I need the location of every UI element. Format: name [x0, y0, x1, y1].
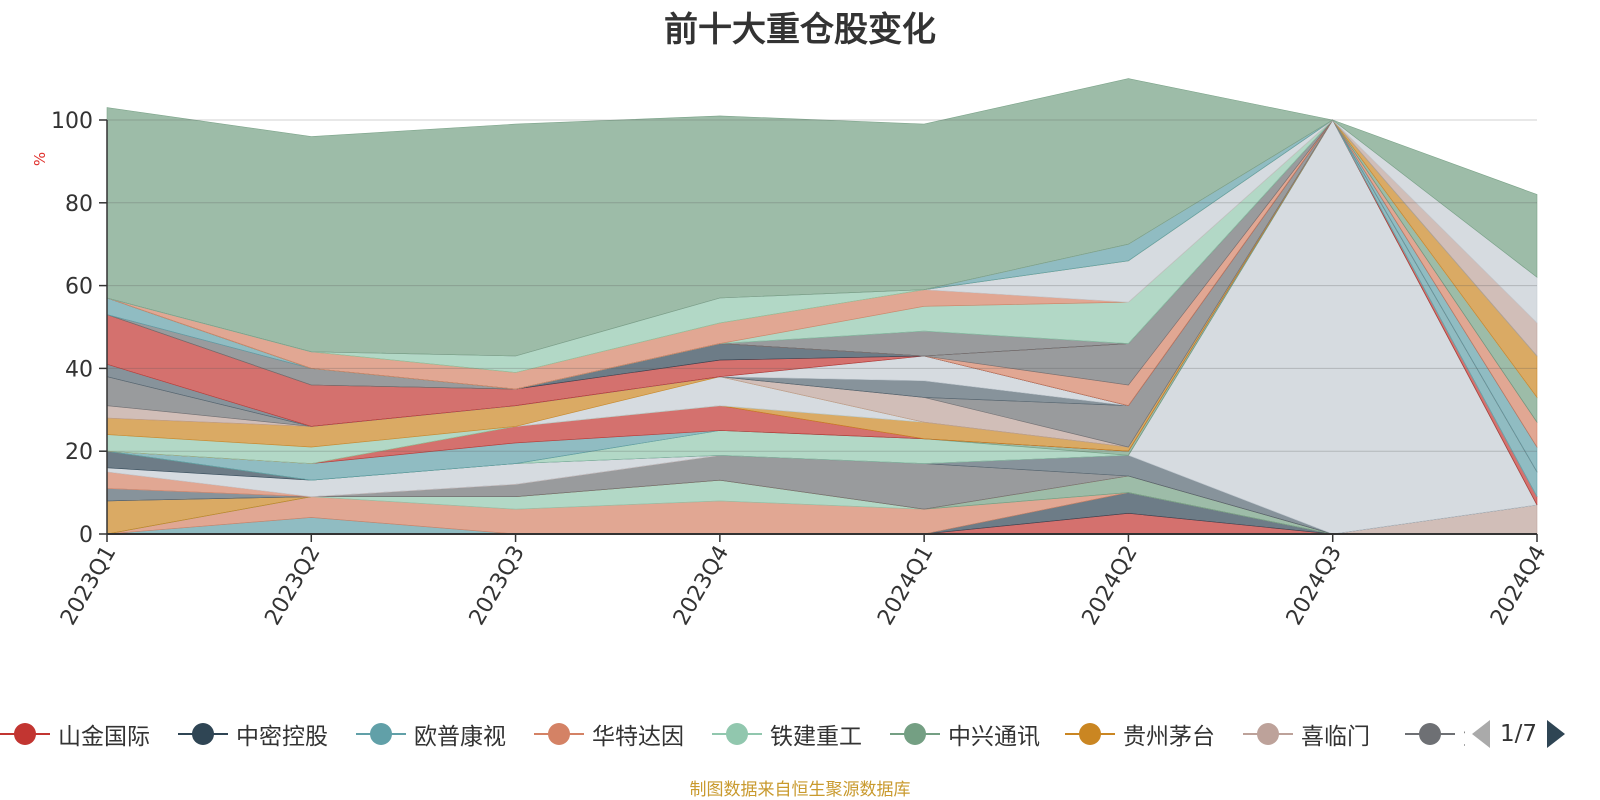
legend-dot	[1419, 723, 1441, 745]
legend-symbol-icon	[1405, 716, 1455, 752]
x-tick-label-0: 2023Q1	[56, 542, 121, 630]
y-tick-label-2: 40	[65, 357, 93, 382]
legend-dot	[192, 723, 214, 745]
x-tick-label-7: 2024Q4	[1486, 542, 1551, 630]
legend-label: 贵州茅台	[1123, 724, 1215, 750]
legend-dot	[548, 723, 570, 745]
legend-item-5[interactable]: 中兴通讯	[890, 716, 1040, 752]
legend-symbol-icon	[1243, 716, 1293, 752]
legend-label: 欧普康视	[414, 724, 506, 750]
area-series-44	[106, 78, 1538, 357]
legend-label: 中密控股	[236, 724, 328, 750]
legend-item-2[interactable]: 欧普康视	[356, 716, 506, 752]
legend-symbol-icon	[0, 716, 50, 752]
legend-pager: 1/7	[1472, 716, 1566, 752]
legend-symbol-icon	[1065, 716, 1115, 752]
legend-dot	[14, 723, 36, 745]
legend-dot	[370, 723, 392, 745]
legend-dot	[1257, 723, 1279, 745]
y-tick-label-3: 60	[65, 275, 93, 300]
x-tick-label-2: 2023Q3	[465, 542, 530, 630]
legend-item-4[interactable]: 铁建重工	[712, 716, 862, 752]
legend-dot	[1079, 723, 1101, 745]
legend-item-1[interactable]: 中密控股	[178, 716, 328, 752]
chart-title: 前十大重仓股变化	[664, 10, 936, 50]
grid-layer	[107, 119, 1537, 452]
legend-dot	[726, 723, 748, 745]
legend-item-3[interactable]: 华特达因	[534, 716, 684, 752]
x-tick-label-1: 2023Q2	[260, 542, 325, 630]
x-tick-label-6: 2024Q3	[1282, 542, 1347, 630]
y-tick-label-4: 80	[65, 192, 93, 217]
legend-dot	[904, 723, 926, 745]
y-tick-label-1: 20	[65, 440, 93, 465]
legend-label: 中兴通讯	[948, 724, 1040, 750]
legend-symbol-icon	[890, 716, 940, 752]
legend: 山金国际中密控股欧普康视华特达因铁建重工中兴通讯贵州茅台喜临门大秦铁路	[0, 716, 1520, 752]
y-tick-label-0: 0	[79, 523, 93, 548]
legend-next-page-icon[interactable]	[1547, 720, 1566, 748]
legend-symbol-icon	[178, 716, 228, 752]
data-source-note: 制图数据来自恒生聚源数据库	[689, 780, 911, 800]
legend-page-indicator: 1/7	[1500, 721, 1538, 747]
legend-symbol-icon	[356, 716, 406, 752]
legend-item-7[interactable]: 喜临门	[1243, 716, 1370, 752]
x-tick-label-3: 2023Q4	[669, 542, 734, 630]
area-layer	[106, 78, 1538, 535]
legend-symbol-icon	[712, 716, 762, 752]
legend-prev-page-icon[interactable]	[1472, 720, 1490, 748]
x-tick-label-4: 2024Q1	[873, 542, 938, 630]
legend-label: 山金国际	[58, 724, 150, 750]
legend-label: 华特达因	[592, 724, 684, 750]
legend-label: 铁建重工	[770, 724, 862, 750]
x-tick-label-5: 2024Q2	[1078, 542, 1143, 630]
legend-item-6[interactable]: 贵州茅台	[1065, 716, 1215, 752]
y-tick-label-5: 100	[51, 109, 93, 134]
legend-label: 喜临门	[1301, 724, 1370, 750]
legend-symbol-icon	[534, 716, 584, 752]
legend-item-0[interactable]: 山金国际	[0, 716, 150, 752]
